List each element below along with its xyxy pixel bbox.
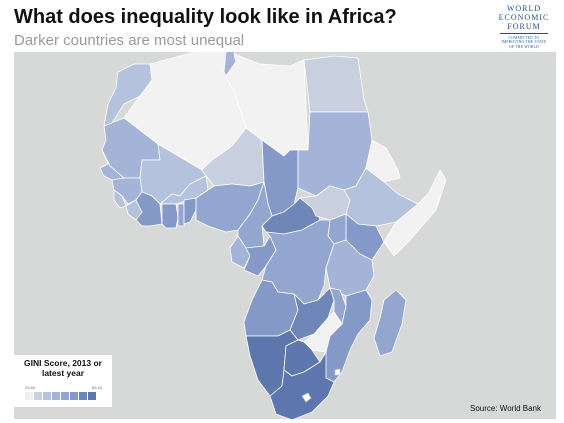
legend-swatch-4 xyxy=(61,392,69,400)
page-subtitle: Darker countries are most unequal xyxy=(14,32,245,49)
wef-logo: WORLD ECONOMIC FORUM COMMITTED TO IMPROV… xyxy=(492,4,556,49)
region-south-africa xyxy=(269,351,335,419)
logo-line-2: ECONOMIC xyxy=(498,13,550,22)
legend-swatch-7 xyxy=(88,392,96,400)
legend-min-label: 29.60 xyxy=(25,385,36,390)
legend-title-line-1: GINI Score, 2013 or xyxy=(24,358,102,368)
region-egypt xyxy=(303,55,369,113)
legend-swatches xyxy=(25,392,97,400)
logo-tagline-2: IMPROVING THE STATE xyxy=(501,40,547,45)
legend-swatch-0 xyxy=(25,392,33,400)
map-svg xyxy=(99,52,447,419)
region-ghana xyxy=(161,203,179,229)
africa-map xyxy=(14,52,556,419)
legend-swatch-6 xyxy=(79,392,87,400)
logo-line-1: WORLD xyxy=(506,4,542,13)
region-eritrea xyxy=(365,139,401,183)
region-tanzania xyxy=(325,239,375,297)
legend: GINI Score, 2013 or latest year 29.60 63… xyxy=(14,355,112,407)
legend-title: GINI Score, 2013 or latest year xyxy=(14,358,112,378)
legend-swatch-3 xyxy=(52,392,60,400)
logo-line-3: FORUM xyxy=(507,22,541,31)
page-title: What does inequality look like in Africa… xyxy=(14,6,397,28)
region-cote-d-ivoire xyxy=(135,191,163,227)
logo-tagline-1: COMMITTED TO xyxy=(508,36,540,40)
region-senegal xyxy=(99,149,125,181)
region-lesotho xyxy=(301,392,312,403)
region-madagascar xyxy=(373,289,407,357)
region-somalia xyxy=(383,169,447,257)
region-benin xyxy=(183,197,197,225)
logo-divider xyxy=(500,33,548,34)
region-eswatini xyxy=(334,368,341,376)
region-sierra-leone xyxy=(113,189,127,209)
legend-swatch-5 xyxy=(70,392,78,400)
legend-swatch-2 xyxy=(43,392,51,400)
legend-max-label: 63.10 xyxy=(92,385,103,390)
logo-tagline-3: OF THE WORLD xyxy=(508,44,540,49)
legend-title-line-2: latest year xyxy=(41,368,85,378)
region-burkina-faso xyxy=(159,175,209,205)
source-note: Source: World Bank xyxy=(470,404,541,413)
region-morocco xyxy=(103,63,153,127)
region-togo xyxy=(177,203,185,227)
legend-swatch-1 xyxy=(34,392,42,400)
